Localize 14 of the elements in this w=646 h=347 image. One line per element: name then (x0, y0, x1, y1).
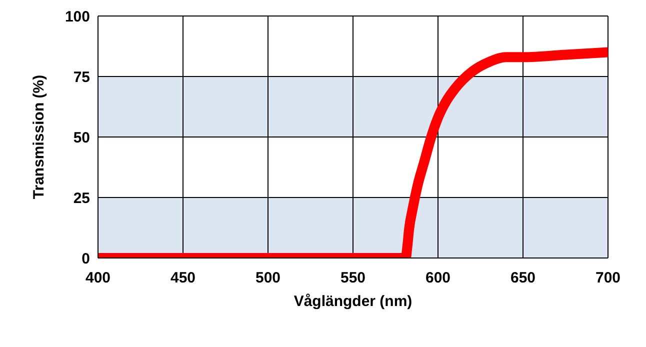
y-tick-label: 100 (64, 8, 90, 26)
x-tick-label: 700 (595, 270, 621, 287)
y-tick-label: 25 (73, 190, 90, 207)
x-axis-title: Våglängder (nm) (294, 293, 412, 310)
y-tick-label: 50 (73, 129, 90, 146)
y-tick-label: 75 (73, 68, 90, 86)
y-axis-title: Transmission (%) (30, 74, 48, 200)
x-tick-label: 550 (340, 270, 366, 287)
x-tick-label: 500 (255, 270, 281, 287)
x-tick-label: 400 (85, 270, 111, 287)
x-tick-label: 600 (425, 270, 451, 287)
x-tick-label: 650 (510, 270, 536, 287)
y-tick-label: 0 (82, 250, 90, 268)
x-tick-label: 450 (170, 270, 196, 287)
